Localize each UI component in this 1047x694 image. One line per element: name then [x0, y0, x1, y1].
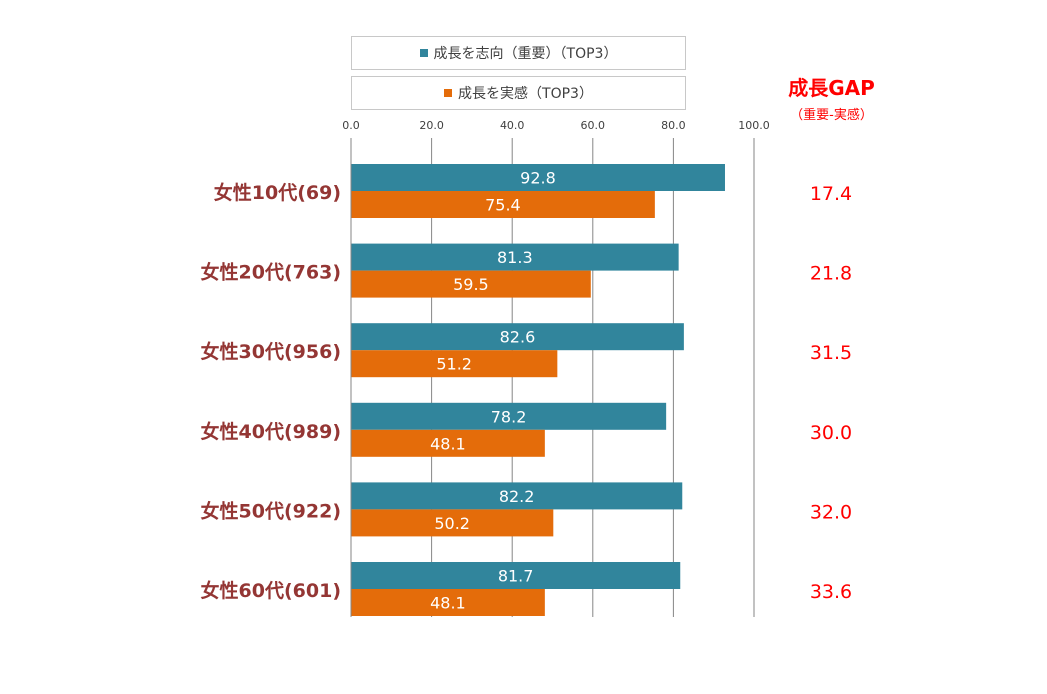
- gap-value: 32.0: [810, 501, 852, 523]
- legend-swatch-series-1: [419, 49, 428, 57]
- gap-value: 33.6: [810, 581, 852, 603]
- bar-series-1: [351, 323, 684, 351]
- gap-value: 31.5: [810, 342, 852, 364]
- bar-series-2: [351, 350, 558, 378]
- bar-series-1: [351, 402, 667, 430]
- legend-label-series-2: 成長を実感（TOP3）: [458, 86, 593, 102]
- data-label-series-1: 82.6: [500, 328, 536, 347]
- data-label-series-1: 78.2: [491, 407, 527, 426]
- category-label: 女性60代(601): [201, 579, 341, 602]
- bar-series-2: [351, 589, 545, 616]
- bar-series-1: [351, 243, 679, 271]
- data-label-series-2: 59.5: [453, 275, 489, 294]
- bar-series-1: [351, 562, 681, 589]
- data-label-series-2: 48.1: [430, 594, 466, 613]
- x-tick-label: 0.0: [342, 119, 360, 132]
- legend-item-series-1: 成長を志向（重要）（TOP3）: [351, 36, 686, 70]
- data-label-series-2: 50.2: [434, 514, 470, 533]
- x-tick-label: 20.0: [419, 119, 444, 132]
- gap-value: 30.0: [810, 422, 852, 444]
- x-tick-label: 60.0: [581, 119, 606, 132]
- gap-subtitle: （重要-実感）: [790, 108, 873, 123]
- category-label: 女性10代(69): [214, 181, 341, 204]
- bar-series-2: [351, 191, 655, 218]
- x-tick-label: 80.0: [661, 119, 686, 132]
- data-label-series-1: 92.8: [520, 169, 556, 188]
- gap-title: 成長GAP: [788, 76, 875, 100]
- x-tick-label: 100.0: [738, 119, 770, 132]
- gap-value: 17.4: [810, 183, 852, 205]
- category-label: 女性40代(989): [201, 420, 341, 443]
- category-label: 女性30代(956): [201, 340, 341, 363]
- legend-label-series-1: 成長を志向（重要）（TOP3）: [433, 46, 618, 62]
- bar-series-2: [351, 509, 554, 537]
- legend-item-series-2: 成長を実感（TOP3）: [351, 76, 686, 110]
- gap-value: 21.8: [810, 263, 852, 285]
- data-label-series-2: 75.4: [485, 196, 521, 215]
- x-tick-label: 40.0: [500, 119, 525, 132]
- category-label: 女性20代(763): [201, 261, 341, 284]
- bar-series-2: [351, 429, 545, 457]
- data-label-series-1: 81.3: [497, 248, 533, 267]
- bar-series-2: [351, 270, 591, 298]
- data-label-series-2: 51.2: [436, 355, 472, 374]
- data-label-series-2: 48.1: [430, 434, 466, 453]
- legend-swatch-series-2: [444, 89, 453, 97]
- bar-series-1: [351, 482, 683, 510]
- data-label-series-1: 82.2: [499, 487, 535, 506]
- data-label-series-1: 81.7: [498, 567, 534, 586]
- bar-series-1: [351, 164, 725, 191]
- category-label: 女性50代(922): [201, 499, 341, 522]
